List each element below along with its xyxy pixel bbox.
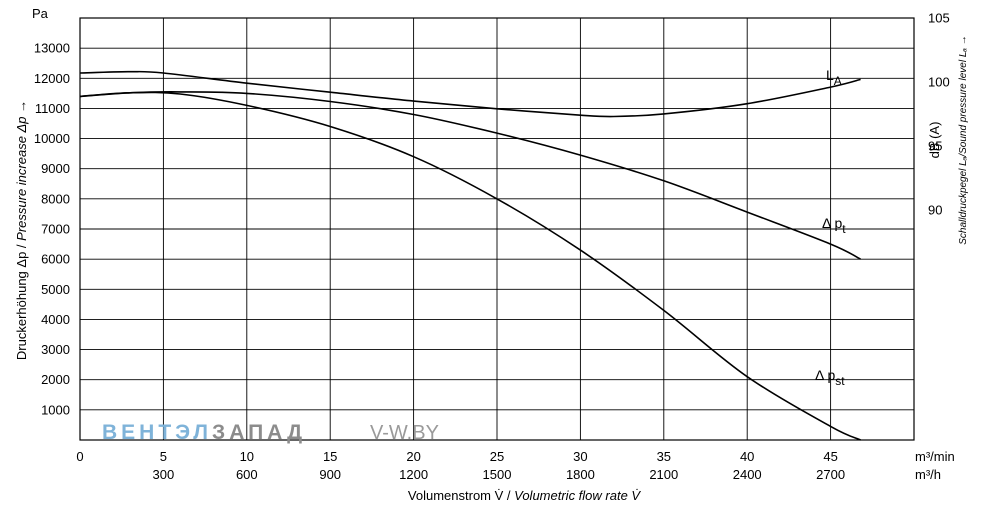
x-tick-label-min: 25 [490,449,504,464]
x-axis-title-en: Volumetric flow rate V̇ [514,488,641,503]
y-tick-label-left: 6000 [41,252,70,267]
y-tick-label-left: 4000 [41,312,70,327]
curve-label: Δ pst [815,367,845,388]
y-tick-label-left: 3000 [41,342,70,357]
y-tick-label-left: 7000 [41,222,70,237]
watermark-part2: ЗАПАД [212,421,306,444]
left-axis-title-en: Pressure increase Δp → [14,100,29,241]
curve-line [79,91,861,260]
watermark: ВЕНТЭЛЗАПАД [102,421,306,444]
right-axis-unit: dB (A) [927,122,942,159]
y-tick-label-right: 95 [928,138,942,153]
y-tick-label-left: 10000 [34,131,70,146]
watermark-part1: ВЕНТЭЛ [102,421,212,444]
y-tick-label-right: 90 [928,202,942,217]
x-tick-label-h: 1800 [566,467,595,482]
x-tick-label-h: 1200 [399,467,428,482]
x-unit-min: m³/min [915,449,955,464]
y-tick-label-left: 9000 [41,161,70,176]
x-axis-title: Volumenstrom V̇ / Volumetric flow rate V… [408,488,642,503]
y-tick-label-left: 5000 [41,282,70,297]
curve-label: Δ pt [822,215,846,236]
x-tick-label-h: 600 [236,467,258,482]
x-tick-label-min: 10 [240,449,254,464]
x-tick-label-min: 30 [573,449,587,464]
watermark-site: V-W.BY [370,422,439,444]
x-axis-title-de: Volumenstrom V̇ / [408,488,511,503]
right-axis-title: Schalldruckpegel Lₐ/Sound pressure level… [958,35,969,245]
x-tick-label-min: 35 [657,449,671,464]
y-tick-label-left: 1000 [41,402,70,417]
x-tick-label-min: 0 [76,449,83,464]
curve-line [79,91,861,441]
left-axis-title: Druckerhöhung Δp / Pressure increase Δp … [14,100,29,360]
x-tick-label-h: 2400 [733,467,762,482]
grid [79,17,915,441]
y-tick-label-left: 11000 [35,101,70,116]
x-tick-label-min: 40 [740,449,754,464]
left-axis-title-de: Druckerhöhung Δp / [14,244,29,360]
x-tick-label-h: 900 [319,467,341,482]
y-tick-label-left: 2000 [41,372,70,387]
x-tick-label-min: 45 [823,449,837,464]
x-tick-label-h: 2100 [649,467,678,482]
curve-line [79,70,861,118]
curves [79,70,861,441]
y-tick-label-left: 13000 [34,41,70,56]
x-unit-h: m³/h [915,467,941,482]
y-tick-label-left: 8000 [41,191,70,206]
y-tick-label-left: 12000 [34,71,70,86]
x-tick-label-min: 15 [323,449,337,464]
y-tick-label-right: 100 [928,74,950,89]
curve-label: LA [826,67,842,88]
x-tick-label-min: 5 [160,449,167,464]
left-axis-unit: Pa [32,6,49,21]
y-tick-label-right: 105 [928,11,950,26]
x-tick-label-h: 1500 [483,467,512,482]
x-tick-label-h: 2700 [816,467,845,482]
x-tick-label-min: 20 [406,449,420,464]
tick-labels: 0 5 10 15 20 25 30 35 40 45 300 600 900 1200 1500 1800 2… [34,11,950,483]
x-tick-label-h: 300 [153,467,175,482]
